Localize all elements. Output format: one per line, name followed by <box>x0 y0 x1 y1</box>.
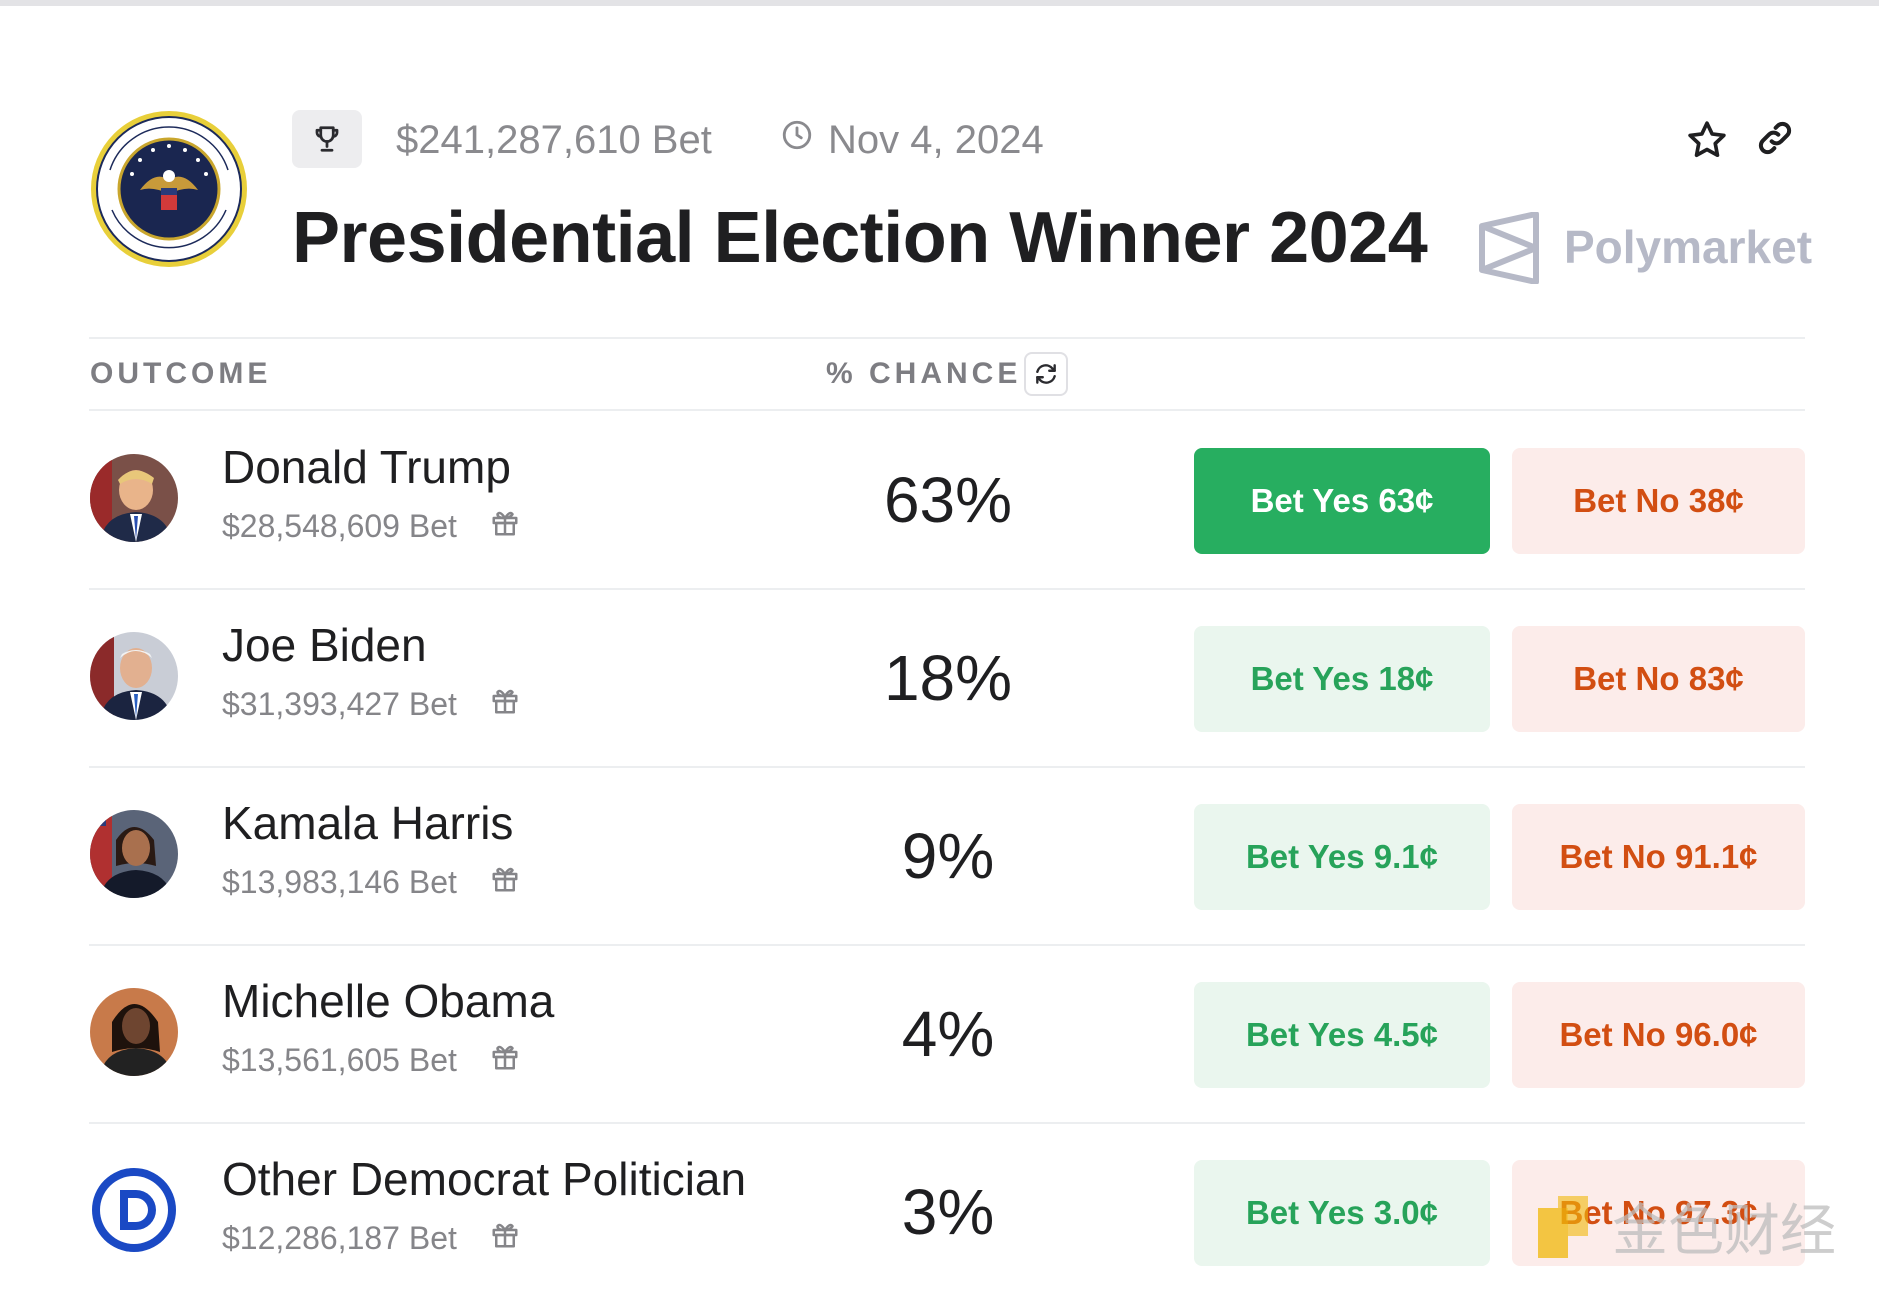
watermark-text: 金色财经 <box>1612 1199 1836 1264</box>
outcome-volume: $13,983,146 Bet <box>222 864 457 900</box>
end-date: Nov 4, 2024 <box>828 118 1044 162</box>
page-title: Presidential Election Winner 2024 <box>292 198 1428 278</box>
gift-icon[interactable] <box>490 1042 520 1072</box>
divider <box>89 337 1805 339</box>
gift-icon[interactable] <box>490 686 520 716</box>
divider <box>89 766 1805 768</box>
outcome-volume: $12,286,187 Bet <box>222 1220 457 1256</box>
outcome-name[interactable]: Joe Biden <box>222 619 427 671</box>
divider <box>89 944 1805 946</box>
bet-yes-button[interactable]: Bet Yes 4.5¢ <box>1194 982 1490 1088</box>
avatar-obama <box>90 988 178 1076</box>
clock-icon <box>782 120 812 150</box>
polymarket-logo-icon <box>1479 212 1539 284</box>
outcome-name[interactable]: Kamala Harris <box>222 797 514 849</box>
trophy-icon <box>315 126 339 152</box>
outcome-volume: $28,548,609 Bet <box>222 508 457 544</box>
gift-icon[interactable] <box>490 864 520 894</box>
chance-value: 63% <box>883 464 1013 536</box>
bet-yes-button[interactable]: Bet Yes 9.1¢ <box>1194 804 1490 910</box>
outcome-volume: $13,561,605 Bet <box>222 1042 457 1078</box>
watermark-logo: 金色财经 <box>1538 1196 1836 1264</box>
divider <box>89 1122 1805 1124</box>
outcome-volume: $31,393,427 Bet <box>222 686 457 722</box>
refresh-icon <box>1036 364 1056 384</box>
bet-no-button[interactable]: Bet No 83¢ <box>1512 626 1805 732</box>
avatar-biden <box>90 632 178 720</box>
avatar-harris <box>90 810 178 898</box>
bet-yes-button[interactable]: Bet Yes 18¢ <box>1194 626 1490 732</box>
avatar-trump <box>90 454 178 542</box>
bet-yes-button[interactable]: Bet Yes 3.0¢ <box>1194 1160 1490 1266</box>
bet-yes-button[interactable]: Bet Yes 63¢ <box>1194 448 1490 554</box>
chance-value: 3% <box>901 1176 995 1248</box>
chance-value: 4% <box>901 998 995 1070</box>
outcome-name[interactable]: Donald Trump <box>222 441 511 493</box>
bet-no-button[interactable]: Bet No 38¢ <box>1512 448 1805 554</box>
outcome-name[interactable]: Other Democrat Politician <box>222 1153 747 1205</box>
outcome-row: Kamala Harris $13,983,146 Bet 9% Bet Yes… <box>0 766 1879 944</box>
outcome-row: Michelle Obama $13,561,605 Bet 4% Bet Ye… <box>0 944 1879 1122</box>
divider <box>89 588 1805 590</box>
top-border <box>0 0 1879 6</box>
total-volume: $241,287,610 Bet <box>396 118 712 162</box>
polymarket-wordmark: Polymarket <box>1564 221 1813 273</box>
bet-no-button[interactable]: Bet No 91.1¢ <box>1512 804 1805 910</box>
outcome-column-header: OUTCOME <box>90 357 272 390</box>
outcome-name[interactable]: Michelle Obama <box>222 975 555 1027</box>
chance-value: 18% <box>883 642 1013 714</box>
link-icon[interactable] <box>1755 118 1795 158</box>
outcome-row: Donald Trump $28,548,609 Bet 63% Bet Yes… <box>0 410 1879 588</box>
outcome-row: Joe Biden $31,393,427 Bet 18% Bet Yes 18… <box>0 588 1879 766</box>
refresh-button[interactable] <box>1024 352 1068 396</box>
chance-value: 9% <box>901 820 995 892</box>
bet-no-button[interactable]: Bet No 96.0¢ <box>1512 982 1805 1088</box>
gift-icon[interactable] <box>490 508 520 538</box>
star-icon[interactable] <box>1685 118 1729 162</box>
outcome-row: Other Democrat Politician $12,286,187 Be… <box>0 1122 1879 1300</box>
gift-icon[interactable] <box>490 1220 520 1250</box>
presidential-seal-icon <box>91 111 247 267</box>
chance-column-header: % CHANCE <box>826 357 1022 390</box>
divider <box>89 409 1805 411</box>
category-chip[interactable] <box>292 110 362 168</box>
democrat-logo-icon <box>92 1168 176 1252</box>
